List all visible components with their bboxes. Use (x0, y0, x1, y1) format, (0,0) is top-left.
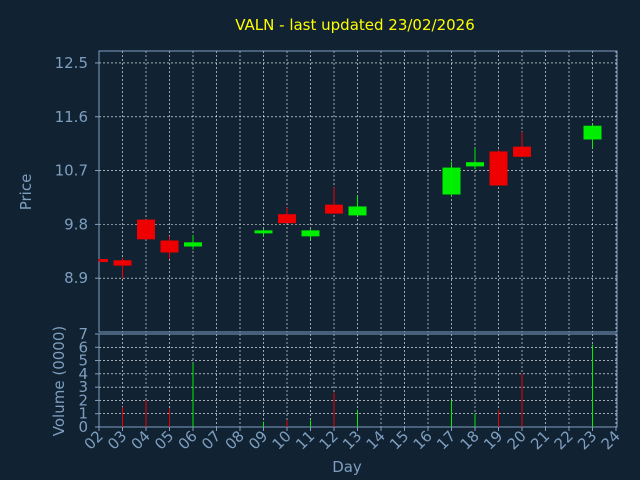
candle-09 (254, 229, 273, 237)
candle-body (254, 230, 273, 234)
x-tick-label: 17 (433, 427, 459, 453)
price-y-tick-label: 11.6 (55, 108, 88, 126)
volume-y-tick-label: 4 (78, 365, 88, 383)
candle-body (278, 214, 296, 224)
candle-23 (583, 123, 602, 148)
x-tick-label: 13 (339, 427, 365, 453)
volume-y-tick-label: 7 (78, 325, 88, 343)
volume-y-tick-label: 6 (78, 338, 88, 356)
x-tick-label: 19 (480, 427, 506, 453)
candle-body (137, 219, 155, 240)
x-tick-label: 20 (504, 427, 530, 453)
volume-y-tick-label: 1 (78, 405, 88, 423)
x-tick-label: 05 (151, 427, 177, 453)
candle-body (583, 125, 602, 140)
x-tick-label: 11 (292, 427, 318, 453)
candle-body (184, 242, 202, 247)
candle-body (160, 240, 179, 253)
x-tick-label: 23 (574, 427, 600, 453)
candle-18 (466, 147, 484, 170)
x-tick-label: 21 (527, 427, 553, 453)
x-tick-label: 12 (316, 427, 342, 453)
candle-17 (442, 161, 461, 197)
candle-body (325, 204, 343, 214)
candle-body (489, 151, 508, 186)
price-y-tick-label: 12.5 (55, 54, 88, 72)
candle-02 (98, 259, 108, 263)
candle-body (442, 167, 461, 195)
volume-y-tick-label: 2 (78, 391, 88, 409)
price-axis-label: Price (17, 174, 35, 211)
price-y-tick-label: 9.8 (64, 215, 88, 233)
candle-03 (113, 257, 132, 279)
volume-y-tick-label: 3 (78, 378, 88, 396)
x-tick-label: 10 (269, 427, 295, 453)
candle-11 (301, 229, 320, 240)
candlestick-series (98, 123, 602, 279)
candle-body (513, 146, 531, 157)
candle-body (348, 206, 367, 216)
volume-axis-label: Volume (0000) (50, 326, 68, 436)
candle-12 (325, 187, 343, 214)
x-tick-label: 08 (222, 427, 248, 453)
x-tick-label: 24 (598, 427, 624, 453)
candle-19 (489, 149, 508, 186)
candle-body (113, 260, 132, 266)
candle-body (301, 230, 320, 237)
x-tick-label: 07 (198, 427, 224, 453)
x-tick-labels: 0203040506070809101112131415161718192021… (81, 427, 624, 453)
volume-y-tick-label: 0 (78, 418, 88, 436)
price-gridlines (99, 51, 617, 332)
x-tick-label: 15 (386, 427, 412, 453)
candle-04 (137, 219, 155, 240)
candle-10 (278, 207, 296, 224)
x-tick-label: 14 (363, 427, 389, 453)
candle-body (99, 259, 108, 263)
x-tick-label: 22 (551, 427, 577, 453)
price-y-tick-labels: 12.5 11.6 10.7 9.8 8.9 (55, 54, 99, 287)
price-y-tick-label: 8.9 (64, 269, 88, 287)
x-tick-label: 04 (128, 427, 154, 453)
volume-bars (122, 344, 593, 427)
x-tick-label: 18 (457, 427, 483, 453)
x-tick-label: 03 (104, 427, 130, 453)
candle-body (466, 162, 484, 167)
chart-title: VALN - last updated 23/02/2026 (235, 16, 475, 34)
volume-y-tick-label: 5 (78, 352, 88, 370)
price-plot-frame (98, 50, 618, 333)
candle-06 (184, 235, 202, 250)
x-tick-label: 09 (245, 427, 271, 453)
x-tick-label: 06 (175, 427, 201, 453)
candle-13 (348, 195, 367, 216)
x-tick-label: 16 (410, 427, 436, 453)
x-axis-label: Day (332, 458, 362, 476)
price-y-tick-label: 10.7 (55, 162, 88, 180)
candle-05 (160, 236, 179, 260)
candle-20 (513, 131, 531, 157)
